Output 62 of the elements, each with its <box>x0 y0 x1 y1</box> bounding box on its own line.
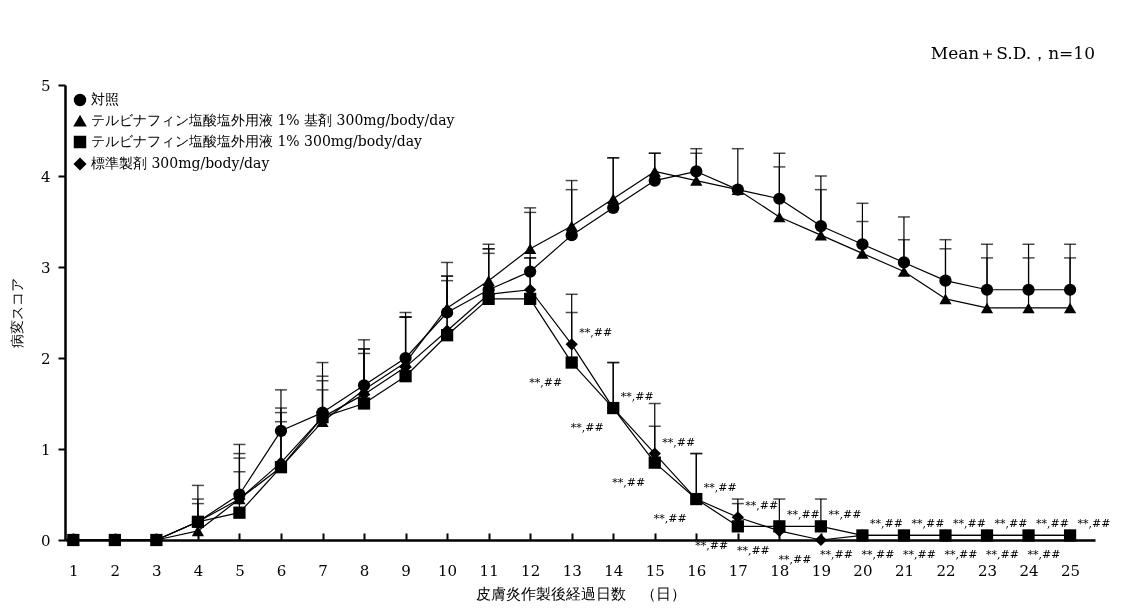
x-tick-label: 23 <box>977 561 998 580</box>
annotation: **,## <box>1036 517 1070 531</box>
annotation: **,## <box>1027 548 1061 562</box>
annotation: **,## <box>529 375 563 389</box>
x-tick-label: 3 <box>152 561 162 580</box>
annotation: **,## <box>953 517 986 531</box>
y-axis-title: 病変スコア <box>8 278 25 348</box>
annotation: **,## <box>828 508 862 522</box>
x-tick-label: 1 <box>69 561 79 580</box>
annotation: **,## <box>861 548 895 562</box>
x-axis-title: 皮膚炎作製後経過日数 （日） <box>475 584 686 603</box>
x-tick-label: 14 <box>604 561 624 580</box>
legend-label: テルビナフィン塩酸塩外用液 1% 300mg/body/day <box>91 133 423 149</box>
y-tick-label: 2 <box>40 349 51 368</box>
annotation: **,## <box>695 539 729 553</box>
annotation: **,## <box>986 548 1020 562</box>
annotation: **,## <box>1077 517 1111 531</box>
annotation: **,## <box>736 543 770 557</box>
x-tick-label: 4 <box>193 561 204 580</box>
x-tick-label: 6 <box>276 561 287 580</box>
annotation: **,## <box>570 421 604 435</box>
annotation: **,## <box>703 481 737 495</box>
annotation: **,## <box>620 390 654 404</box>
x-tick-label: 17 <box>728 561 748 580</box>
annotation: **,## <box>944 548 978 562</box>
x-tick-label: 19 <box>811 561 831 580</box>
y-tick-label: 4 <box>40 167 51 186</box>
legend-label: 対照 <box>91 91 119 107</box>
annotation: **,## <box>579 326 613 340</box>
annotation: **,## <box>662 435 696 449</box>
annotation: **,## <box>612 475 646 489</box>
x-tick-label: 9 <box>401 561 411 580</box>
x-tick-label: 16 <box>687 561 707 580</box>
x-tick-label: 5 <box>235 561 245 580</box>
annotation: **,## <box>819 548 853 562</box>
x-tick-label: 2 <box>110 561 121 580</box>
y-tick-label: 0 <box>40 531 51 550</box>
annotation: **,## <box>786 508 820 522</box>
text: Mean＋S.D.，n=10 <box>930 43 1095 63</box>
y-tick-label: 1 <box>40 440 51 459</box>
y-tick-label: 3 <box>40 258 51 277</box>
x-tick-label: 15 <box>645 561 665 580</box>
annotation: **,## <box>653 512 687 526</box>
annotation: **,## <box>903 548 936 562</box>
x-tick-label: 25 <box>1061 561 1081 580</box>
annotation: **,## <box>745 499 779 513</box>
legend-label: 標準製剤 300mg/body/day <box>91 155 270 171</box>
y-tick-label: 5 <box>40 76 51 95</box>
x-tick-label: 24 <box>1019 561 1039 580</box>
x-tick-label: 10 <box>438 561 458 580</box>
annotation: **,## <box>911 517 945 531</box>
x-tick-label: 12 <box>521 561 541 580</box>
x-tick-label: 22 <box>936 561 956 580</box>
annotation: **,## <box>994 517 1028 531</box>
x-tick-label: 13 <box>562 561 582 580</box>
x-tick-label: 8 <box>359 561 370 580</box>
legend-label: テルビナフィン塩酸塩外用液 1% 基剤 300mg/body/day <box>91 112 455 128</box>
x-tick-label: 20 <box>853 561 873 580</box>
x-tick-label: 21 <box>894 561 914 580</box>
annotation: **,## <box>869 517 903 531</box>
x-tick-label: 7 <box>318 561 328 580</box>
x-tick-label: 11 <box>479 561 499 580</box>
